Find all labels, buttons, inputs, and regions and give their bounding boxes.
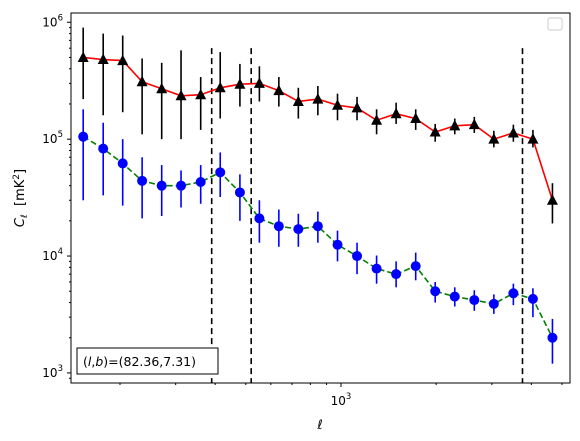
series-2-point: [352, 251, 363, 262]
annotation-text: (l,b)=(82.36,7.31): [83, 354, 196, 369]
y-axis-label: Cℓ [mK2]: [12, 169, 30, 227]
series-1-point: [410, 112, 422, 124]
series-2-point: [449, 291, 460, 302]
series-1-point: [234, 78, 246, 89]
y-tick-label: 106: [42, 13, 63, 29]
series-1-point: [292, 95, 304, 106]
legend-box: [547, 17, 563, 31]
x-axis-label: ℓ: [316, 418, 322, 433]
series-2-point: [234, 187, 245, 198]
ticks: 103 104 105 106 103: [42, 13, 563, 408]
series-2-point: [176, 180, 187, 191]
y-tick-label: 105: [42, 130, 63, 146]
series-1-point: [507, 126, 519, 138]
series-1-point: [332, 99, 344, 110]
series-2-point: [273, 221, 284, 232]
series-2-point: [391, 269, 402, 280]
y-tick-label: 103: [42, 364, 63, 380]
axes-frame: [70, 12, 571, 384]
series-2-point: [156, 180, 167, 191]
plot-marks: [77, 27, 558, 383]
series-1-point: [273, 84, 285, 96]
series-1-point: [175, 89, 187, 101]
series-2-point: [293, 224, 304, 235]
series-2-point: [117, 158, 128, 169]
series-1-point: [97, 53, 109, 65]
series-2-point: [371, 263, 382, 274]
x-tick-label: 103: [331, 392, 352, 408]
series-1-point: [527, 133, 539, 144]
series-1-line: [83, 56, 554, 201]
series-2-point: [332, 239, 343, 250]
series-2-point: [215, 167, 226, 178]
series-1-point: [117, 54, 129, 66]
coordinate-annotation: (l,b)=(82.36,7.31): [76, 347, 219, 375]
series-1-point: [77, 51, 89, 62]
series-1-point: [312, 93, 324, 104]
series-2-point: [254, 213, 265, 224]
series-1-point: [390, 107, 402, 119]
series-2-point: [547, 332, 558, 343]
series-2-point: [312, 221, 323, 232]
series-1-point: [351, 101, 363, 113]
series-1-point: [214, 81, 226, 93]
annotation-box: [76, 347, 219, 375]
series-2-point: [98, 143, 109, 154]
series-2-point: [195, 176, 206, 187]
series-2-point: [78, 131, 89, 142]
series-2-point: [488, 298, 499, 309]
series-1-point: [195, 88, 207, 100]
series-1-point: [429, 126, 441, 137]
series-2-point: [410, 261, 421, 272]
y-tick-label: 104: [42, 247, 63, 263]
series-2-point: [508, 288, 519, 299]
series-2-point: [527, 293, 538, 304]
series-2-point: [137, 175, 148, 186]
series-1-point: [371, 114, 383, 125]
series-1-point: [136, 75, 148, 87]
series-1-point: [156, 82, 168, 94]
series-1-point: [468, 118, 480, 130]
series-1-point: [546, 194, 558, 205]
series-1-point: [449, 119, 461, 131]
series-2-point: [430, 286, 441, 297]
series-2-point: [469, 295, 480, 306]
series-1-point: [253, 77, 265, 88]
series-1-point: [488, 133, 500, 144]
